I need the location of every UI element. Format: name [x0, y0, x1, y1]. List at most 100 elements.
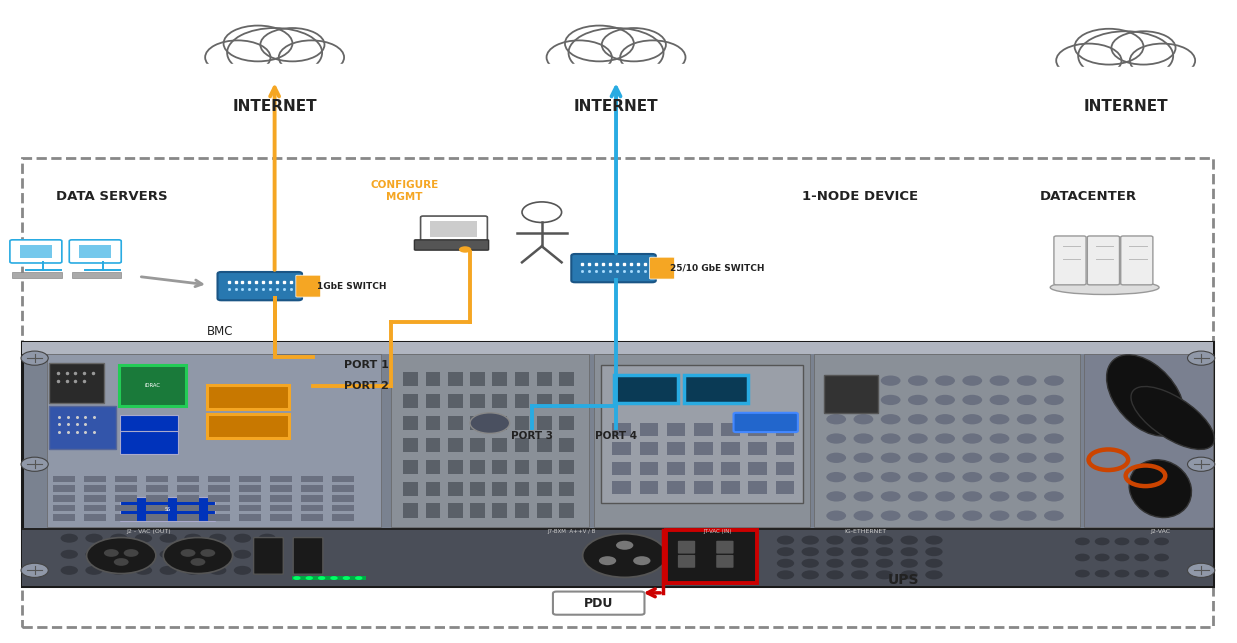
Bar — [84, 505, 106, 511]
Bar — [177, 495, 199, 502]
Circle shape — [854, 433, 873, 444]
Bar — [332, 485, 354, 492]
Bar — [515, 438, 529, 452]
Bar — [748, 442, 767, 455]
Bar — [79, 245, 111, 258]
Circle shape — [854, 472, 873, 482]
Circle shape — [21, 563, 48, 577]
Circle shape — [802, 536, 819, 545]
Bar — [207, 64, 343, 84]
Circle shape — [876, 536, 893, 545]
Circle shape — [826, 491, 846, 502]
Text: SS: SS — [165, 507, 172, 512]
Bar — [492, 416, 507, 430]
Bar — [53, 485, 75, 492]
Circle shape — [962, 453, 982, 463]
Bar — [548, 64, 684, 84]
Bar — [515, 460, 529, 474]
Circle shape — [85, 534, 103, 543]
Circle shape — [569, 28, 663, 77]
Bar — [1084, 354, 1213, 527]
Circle shape — [826, 433, 846, 444]
Bar — [146, 495, 168, 502]
Circle shape — [901, 547, 918, 556]
Circle shape — [908, 433, 928, 444]
Bar — [612, 423, 631, 436]
Bar — [301, 495, 323, 502]
Bar — [22, 529, 1213, 586]
Bar — [559, 416, 574, 430]
Circle shape — [990, 395, 1009, 405]
FancyBboxPatch shape — [614, 375, 678, 403]
Bar — [612, 481, 631, 494]
Bar — [612, 462, 631, 475]
Bar — [776, 423, 794, 436]
Bar — [20, 245, 52, 258]
Circle shape — [876, 547, 893, 556]
Bar — [559, 460, 574, 474]
Bar — [559, 372, 574, 386]
Circle shape — [826, 472, 846, 482]
Bar — [776, 442, 794, 455]
Ellipse shape — [1131, 386, 1215, 449]
Circle shape — [1134, 554, 1149, 561]
Bar — [239, 505, 261, 511]
Circle shape — [802, 559, 819, 568]
Bar — [470, 416, 485, 430]
Bar — [53, 514, 75, 521]
Bar — [270, 495, 292, 502]
Bar — [667, 423, 685, 436]
Circle shape — [1075, 554, 1090, 561]
Circle shape — [901, 570, 918, 579]
Circle shape — [620, 41, 685, 75]
Circle shape — [184, 550, 202, 559]
Bar — [115, 485, 137, 492]
Circle shape — [1154, 570, 1169, 577]
Circle shape — [777, 559, 794, 568]
Circle shape — [935, 395, 955, 405]
Circle shape — [851, 536, 868, 545]
Circle shape — [205, 41, 271, 75]
Bar — [53, 476, 75, 482]
Bar — [391, 354, 589, 527]
Bar — [515, 416, 529, 430]
Bar — [721, 481, 740, 494]
Bar — [270, 476, 292, 482]
Bar — [403, 482, 418, 496]
Circle shape — [854, 395, 873, 405]
Circle shape — [260, 28, 324, 61]
Circle shape — [990, 491, 1009, 502]
FancyBboxPatch shape — [120, 415, 178, 438]
FancyBboxPatch shape — [120, 431, 178, 454]
Circle shape — [522, 202, 562, 222]
Bar — [667, 462, 685, 475]
Circle shape — [1095, 538, 1110, 545]
Circle shape — [802, 547, 819, 556]
Circle shape — [1075, 29, 1143, 64]
Circle shape — [881, 433, 901, 444]
Bar — [594, 354, 810, 527]
Bar — [177, 505, 199, 511]
Bar — [640, 442, 658, 455]
Bar — [403, 416, 418, 430]
Circle shape — [1056, 44, 1122, 78]
Bar — [721, 442, 740, 455]
Bar — [208, 495, 230, 502]
FancyBboxPatch shape — [293, 538, 323, 574]
Bar — [84, 514, 106, 521]
Text: INTERNET: INTERNET — [574, 98, 658, 114]
Bar — [448, 503, 463, 518]
Bar — [748, 481, 767, 494]
Circle shape — [881, 472, 901, 482]
FancyBboxPatch shape — [69, 240, 121, 263]
Circle shape — [854, 376, 873, 386]
Circle shape — [259, 566, 276, 575]
Text: BMC: BMC — [207, 325, 234, 338]
Bar — [426, 438, 440, 452]
Circle shape — [802, 570, 819, 579]
Circle shape — [343, 576, 350, 580]
Bar — [403, 394, 418, 408]
Circle shape — [470, 413, 510, 433]
Circle shape — [1044, 395, 1064, 405]
Circle shape — [908, 414, 928, 424]
